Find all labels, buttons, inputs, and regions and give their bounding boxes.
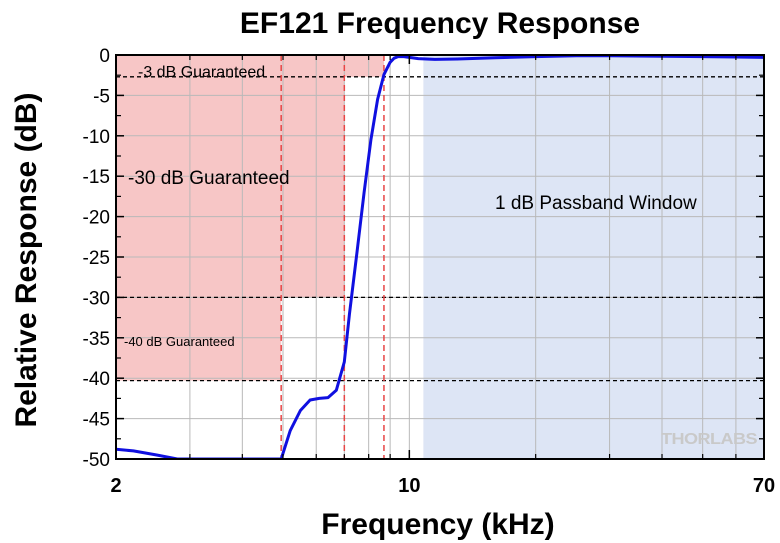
svg-text:THORLABS: THORLABS [661, 431, 758, 448]
y-tick-label: -10 [83, 127, 110, 148]
thorlabs-logo: THORLABS [661, 431, 758, 448]
chart-title: EF121 Frequency Response [240, 7, 640, 40]
annotation-30db-guaranteed: -30 dB Guaranteed [128, 168, 290, 189]
plot-frame [115, 54, 765, 460]
y-tick-label: -20 [83, 208, 110, 229]
y-tick-label: -45 [83, 410, 110, 431]
y-tick-label: -50 [83, 450, 110, 471]
series-line-0 [116, 55, 764, 459]
x-axis-label: Frequency (kHz) [321, 508, 554, 541]
x-tick-label: 70 [753, 475, 775, 497]
y-tick-label: -35 [83, 329, 110, 350]
guide-lines [116, 55, 764, 459]
y-tick-label: -25 [83, 248, 110, 269]
x-tick-label: 2 [110, 475, 121, 497]
annotation-40db-guaranteed: -40 dB Guaranteed [124, 334, 235, 349]
y-axis-label: Relative Response (dB) [10, 92, 43, 427]
annotation-passband-window: 1 dB Passband Window [495, 193, 697, 214]
y-tick-label: -30 [83, 288, 110, 309]
y-tick-label: -15 [83, 167, 110, 188]
y-tick-label: -40 [83, 369, 110, 390]
region-2 [116, 55, 282, 381]
x-tick-label: 10 [398, 475, 420, 497]
y-tick-label: -5 [93, 86, 110, 107]
series-layer [116, 55, 764, 459]
axis-ticks: 0 -5 -10 -15 -20 -25 -30 -35 -40 -45 -502 10 70 [83, 46, 776, 497]
annotation-3db-guaranteed: -3 dB Guaranteed [138, 64, 265, 81]
y-tick-label: 0 [99, 46, 110, 67]
